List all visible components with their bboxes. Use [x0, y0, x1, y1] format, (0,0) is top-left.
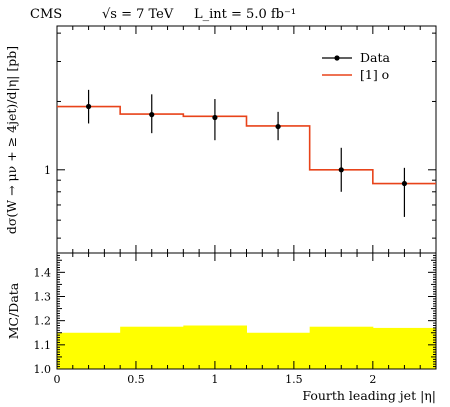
data-point: [85, 103, 92, 110]
main-y-tick-label: 1: [44, 164, 51, 177]
ratio-band-bin: [120, 326, 184, 369]
x-axis-label: Fourth leading jet |η|: [302, 388, 436, 403]
ratio-x-tick-label: 2: [369, 373, 376, 386]
energy-label: √s = 7 TeV: [102, 7, 174, 22]
ratio-y-tick-label: 1.2: [34, 315, 52, 328]
ratio-x-tick-label: 1.5: [285, 373, 303, 386]
ratio-y-tick-label: 1.4: [34, 266, 52, 279]
ratio-band-bin: [372, 327, 437, 369]
mc-step-line: [57, 105, 436, 185]
main-ticks: 1: [44, 26, 437, 253]
ratio-ticks: 0 0.5 1 1.5 2 1.0 1.1 1.2 1.3 1.4: [34, 252, 437, 386]
data-point: [338, 167, 344, 173]
ratio-band-bin: [246, 332, 311, 369]
data-point: [275, 123, 281, 130]
data-point: [401, 180, 408, 187]
ratio-panel: 0 0.5 1 1.5 2 1.0 1.1 1.2 1.3 1.4 MC/Data Fourth …: [6, 252, 437, 403]
ratio-band-bin: [57, 332, 121, 369]
main-y-axis-label: dσ(W → μν + ≥ 4jet)/d|η| [pb]: [4, 46, 19, 234]
main-panel: 1 dσ(W → μν + ≥ 4jet)/d|η| [pb] Data [1]…: [4, 25, 437, 254]
ratio-y-tick-label: 1.1: [34, 339, 52, 352]
ratio-y-tick-label: 1.3: [34, 291, 52, 304]
legend-data-label: Data: [360, 50, 390, 65]
ratio-x-tick-label: 1: [211, 373, 218, 386]
legend-mc-label: [1] o: [360, 67, 389, 82]
ratio-y-axis-label: MC/Data: [6, 282, 21, 339]
main-series: [57, 89, 436, 217]
ratio-x-tick-label: 0.5: [127, 373, 145, 386]
luminosity-label: L_int = 5.0 fb⁻¹: [194, 7, 296, 22]
experiment-label: CMS: [30, 7, 62, 22]
ratio-band-bin: [309, 326, 374, 369]
legend-data-marker: [334, 55, 340, 61]
ratio-x-tick-label: 0: [54, 373, 61, 386]
data-point: [212, 114, 218, 121]
legend: Data [1] o: [322, 50, 390, 82]
ratio-series: [57, 325, 437, 369]
data-point: [149, 112, 155, 118]
ratio-y-tick-label: 1.0: [34, 363, 52, 376]
